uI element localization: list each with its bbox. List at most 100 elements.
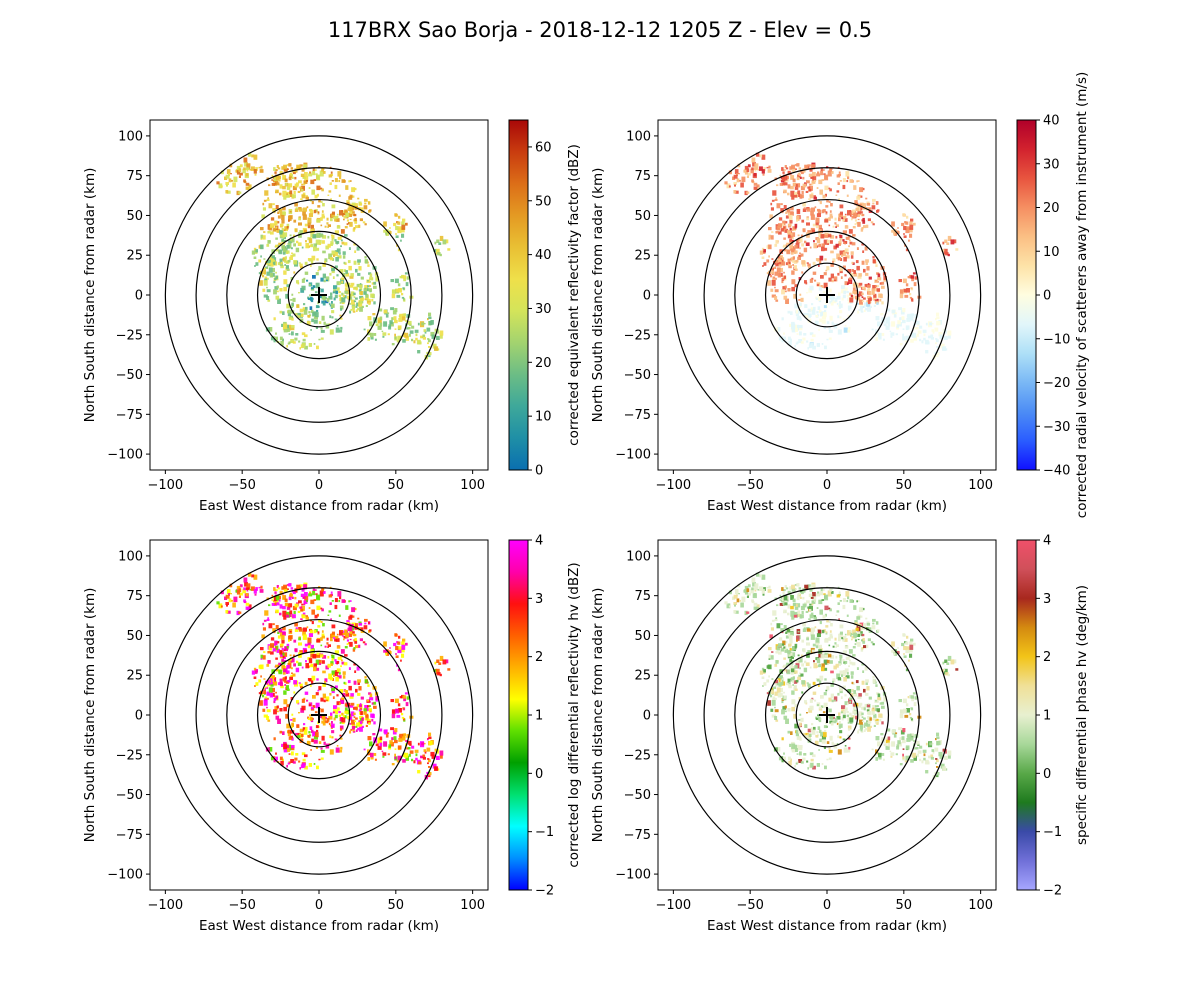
echo-cell <box>841 254 843 258</box>
echo-cell <box>349 310 352 314</box>
echo-cell <box>792 178 796 183</box>
echo-cell <box>437 672 441 676</box>
echo-cell <box>316 605 321 611</box>
x-tick-label: −50 <box>228 898 255 913</box>
echo-cell <box>863 287 866 291</box>
echo-cell <box>896 324 899 328</box>
echo-cell <box>787 650 791 655</box>
echo-cell <box>273 700 276 704</box>
echo-cell <box>841 289 845 294</box>
echo-cell <box>396 294 401 298</box>
echo-cell <box>829 295 834 300</box>
echo-cell <box>333 709 337 714</box>
echo-cell <box>821 179 825 181</box>
echo-cell <box>423 329 427 332</box>
echo-cell <box>394 278 399 284</box>
echo-cell <box>774 706 776 709</box>
echo-cell <box>290 587 294 590</box>
echo-cell <box>359 218 363 222</box>
echo-cell <box>272 208 276 212</box>
echo-cell <box>428 772 432 776</box>
echo-cell <box>877 285 879 288</box>
echo-cell <box>272 623 275 626</box>
echo-cell <box>310 720 314 723</box>
echo-cell <box>292 194 296 199</box>
echo-cell <box>823 702 828 709</box>
echo-cell <box>850 671 854 675</box>
echo-cell <box>776 645 780 651</box>
echo-cell <box>263 231 266 233</box>
echo-cell <box>272 628 276 632</box>
colorbar-gradient <box>508 539 529 891</box>
echo-cell <box>263 258 266 260</box>
echo-cell <box>282 677 286 682</box>
echo-cell <box>294 183 299 188</box>
echo-cell <box>432 343 437 349</box>
echo-cell <box>820 234 825 239</box>
echo-cell <box>238 175 241 178</box>
echo-cell <box>299 767 301 770</box>
echo-cell <box>836 673 840 680</box>
echo-cell <box>736 598 740 603</box>
colorbar-tick-label: 50 <box>535 194 552 209</box>
echo-cell <box>839 624 844 629</box>
echo-cell <box>399 313 404 319</box>
echo-cell <box>374 338 377 341</box>
echo-cell <box>840 696 843 699</box>
echo-cell <box>776 203 781 209</box>
echo-cell <box>387 312 390 315</box>
echo-cell <box>787 756 791 761</box>
echo-cell <box>763 167 766 171</box>
echo-cell <box>781 289 785 295</box>
echo-cell <box>282 212 286 216</box>
echo-cell <box>787 632 792 637</box>
echo-cell <box>808 593 813 597</box>
echo-cell <box>877 277 882 281</box>
echo-cell <box>733 610 737 614</box>
echo-cell <box>802 202 806 207</box>
echo-cell <box>435 668 438 672</box>
echo-cell <box>353 243 356 246</box>
echo-cell <box>913 335 917 341</box>
echo-cell <box>850 675 854 679</box>
echo-cell <box>389 227 391 229</box>
echo-cell <box>270 231 274 235</box>
echo-cell <box>767 280 771 286</box>
echo-cell <box>366 300 371 304</box>
echo-cell <box>401 713 404 716</box>
echo-cell <box>327 243 331 248</box>
echo-cell <box>270 756 274 761</box>
echo-cell <box>839 721 841 724</box>
echo-cell <box>322 670 326 674</box>
echo-cell <box>866 224 869 228</box>
echo-cell <box>268 623 273 629</box>
echo-cell <box>814 206 817 209</box>
echo-cell <box>841 285 846 289</box>
echo-cell <box>274 180 279 184</box>
echo-cell <box>849 661 853 665</box>
echo-cell <box>388 231 392 234</box>
echo-cell <box>281 665 285 669</box>
echo-cell <box>270 264 274 267</box>
echo-cell <box>323 321 326 325</box>
echo-cell <box>293 611 296 614</box>
echo-cell <box>824 605 829 611</box>
echo-cell <box>953 239 957 244</box>
echo-cell <box>272 261 276 266</box>
echo-cell <box>896 231 900 234</box>
echo-cell <box>291 667 293 670</box>
echo-cell <box>905 325 910 330</box>
echo-cell <box>308 343 312 347</box>
echo-cell <box>324 258 328 263</box>
echo-cell <box>786 167 789 170</box>
echo-cell <box>375 696 379 700</box>
echo-cell <box>275 295 280 300</box>
echo-cell <box>901 736 905 740</box>
echo-cell <box>836 716 841 720</box>
echo-cell <box>812 271 817 275</box>
echo-cell <box>260 693 263 696</box>
echo-cell <box>267 277 269 280</box>
echo-cell <box>300 608 304 612</box>
echo-cell <box>856 716 861 721</box>
x-tick-label: 50 <box>896 898 913 913</box>
